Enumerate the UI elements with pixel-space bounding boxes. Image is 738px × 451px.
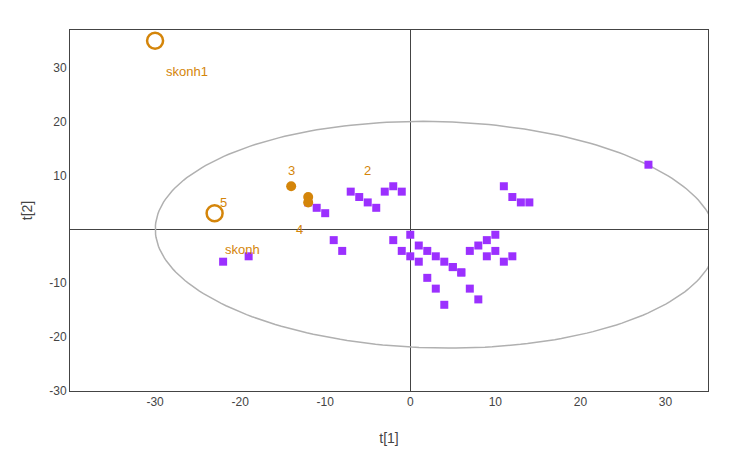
svg-text:20: 20 (574, 395, 588, 409)
svg-text:0: 0 (407, 395, 414, 409)
svg-text:t[2]: t[2] (19, 201, 35, 220)
svg-text:-30: -30 (146, 395, 164, 409)
svg-text:skonh: skonh (225, 242, 260, 257)
svg-text:-10: -10 (317, 395, 335, 409)
svg-text:4: 4 (296, 222, 303, 237)
svg-text:5: 5 (220, 195, 227, 210)
svg-text:20: 20 (53, 115, 67, 129)
svg-text:10: 10 (489, 395, 503, 409)
svg-text:-10: -10 (49, 276, 67, 290)
svg-text:30: 30 (53, 61, 67, 75)
svg-text:30: 30 (659, 395, 673, 409)
svg-text:-20: -20 (49, 330, 67, 344)
svg-text:10: 10 (53, 169, 67, 183)
svg-text:-30: -30 (49, 384, 67, 398)
svg-text:t[1]: t[1] (379, 430, 398, 446)
svg-text:skonh1: skonh1 (166, 64, 208, 79)
svg-text:3: 3 (288, 163, 295, 178)
svg-text:2: 2 (364, 163, 371, 178)
svg-text:-20: -20 (231, 395, 249, 409)
